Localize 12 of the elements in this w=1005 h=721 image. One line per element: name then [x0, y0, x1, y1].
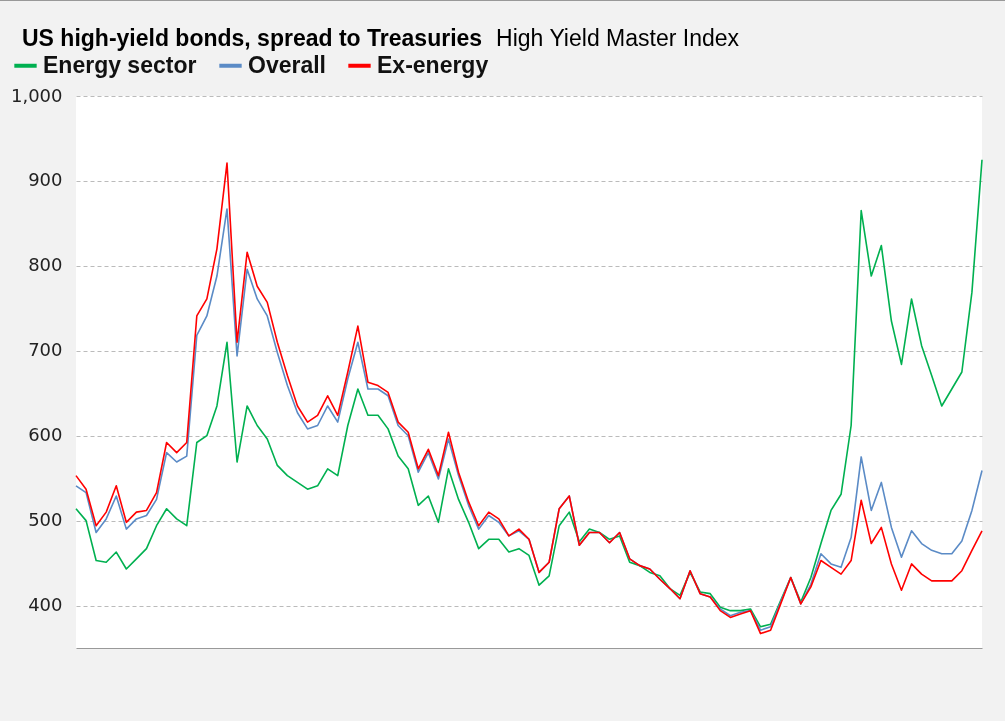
y-tick-label: 600: [28, 424, 63, 446]
legend-label: Energy sector: [43, 51, 197, 78]
y-tick-label: 400: [28, 594, 63, 616]
legend-label: Overall: [248, 51, 326, 78]
y-tick-label: 500: [28, 509, 63, 531]
y-tick-label: 1,000: [10, 84, 63, 106]
chart-title: US high-yield bonds, spread to Treasuries: [22, 25, 483, 51]
chart-subtitle: High Yield Master Index: [496, 25, 740, 51]
y-tick-label: 700: [28, 339, 63, 361]
y-tick-label: 800: [28, 254, 63, 276]
y-tick-label: 900: [28, 169, 63, 191]
legend-label: Ex-energy: [377, 51, 489, 78]
